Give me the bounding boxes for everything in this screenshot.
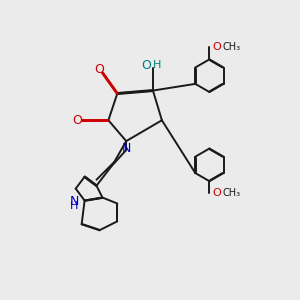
Text: CH₃: CH₃ bbox=[223, 188, 241, 198]
Text: O: O bbox=[212, 43, 221, 52]
Text: N: N bbox=[70, 195, 79, 208]
Text: N: N bbox=[122, 142, 131, 155]
Text: O: O bbox=[142, 59, 152, 72]
Text: O: O bbox=[72, 114, 82, 127]
Text: O: O bbox=[94, 63, 104, 76]
Text: O: O bbox=[212, 188, 221, 198]
Text: H: H bbox=[70, 201, 78, 211]
Text: CH₃: CH₃ bbox=[223, 43, 241, 52]
Text: H: H bbox=[153, 60, 162, 70]
